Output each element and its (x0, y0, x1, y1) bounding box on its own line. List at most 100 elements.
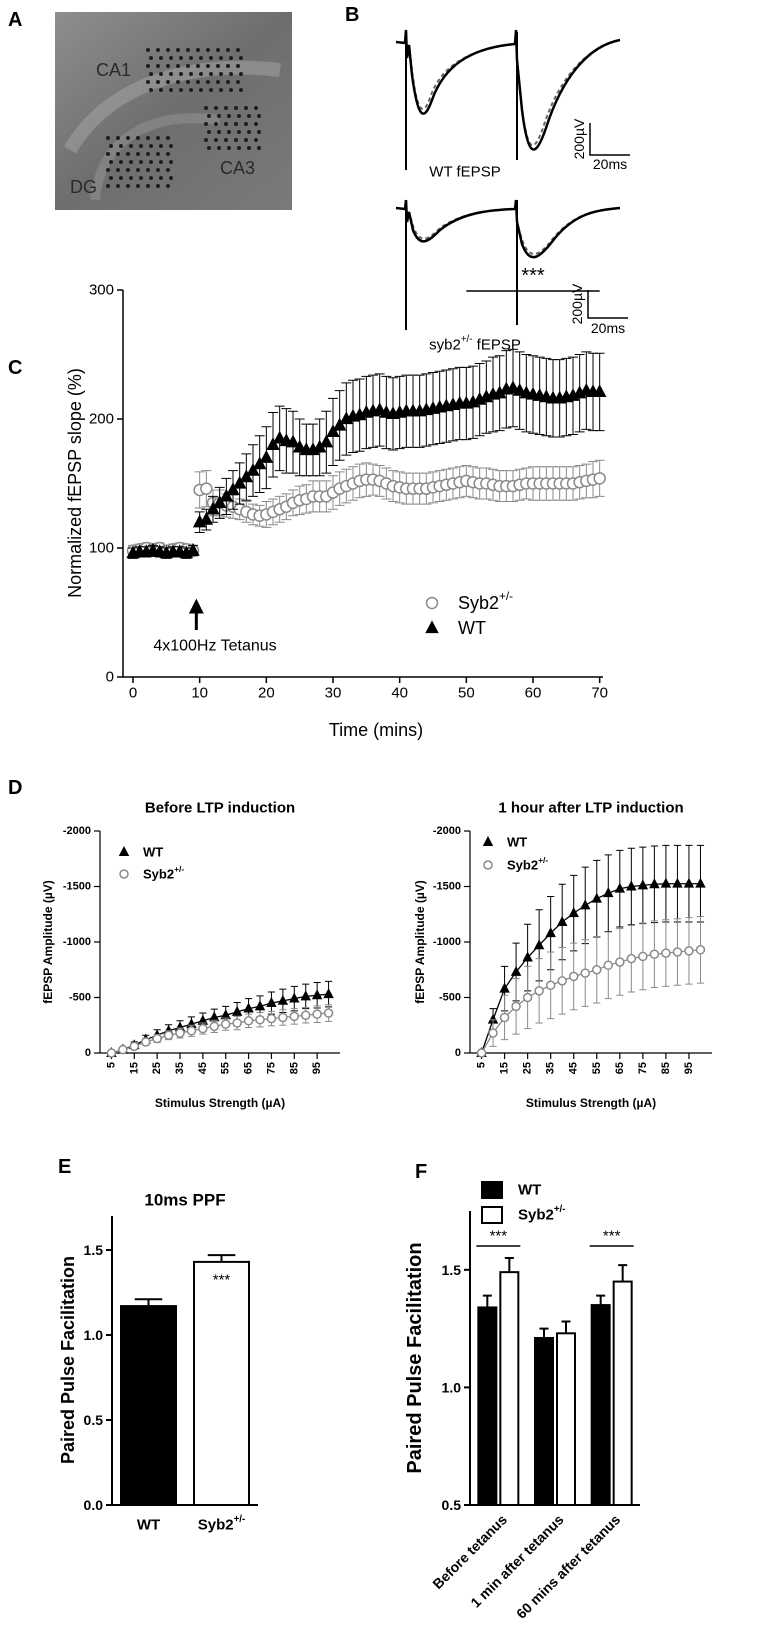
bar (477, 1306, 498, 1506)
marker (593, 472, 606, 485)
marker (209, 1011, 220, 1022)
marker (522, 951, 533, 962)
marker (278, 1012, 288, 1023)
marker (638, 951, 648, 962)
x-axis-title: Time (mins) (329, 720, 423, 740)
marker (312, 1009, 322, 1019)
electrode (116, 136, 120, 140)
marker (266, 997, 277, 1007)
marker (614, 882, 626, 893)
electrode (106, 184, 110, 188)
x-tick-label: 5 (476, 1062, 488, 1068)
electrode (159, 56, 163, 60)
electrode (156, 136, 160, 140)
electrode (109, 176, 113, 180)
marker (660, 877, 672, 888)
marker (603, 887, 614, 898)
bar (499, 1271, 520, 1506)
x-tick-label: 75 (265, 1062, 277, 1074)
error-bar (539, 1327, 549, 1339)
electrode (216, 64, 220, 68)
electrode (237, 130, 241, 134)
x-tick-label: 85 (660, 1062, 672, 1074)
electrode (239, 72, 243, 76)
y-tick-label: -1000 (63, 936, 91, 948)
x-tick-label: 95 (311, 1062, 323, 1074)
marker (106, 1048, 117, 1058)
electrode (139, 176, 143, 180)
electrode (166, 168, 170, 172)
electrode (119, 144, 123, 148)
electrode (257, 130, 261, 134)
electrode (139, 144, 143, 148)
electrode (156, 48, 160, 52)
legend-marker (483, 860, 493, 870)
electrode (224, 106, 228, 110)
y-axis-title: fEPSP Amplitude (µV) (413, 880, 427, 1004)
marker (534, 986, 544, 996)
annotation: 4x100Hz Tetanus (153, 638, 276, 655)
x-tick-label: 1 min after tetanus (467, 1511, 566, 1610)
marker (311, 989, 323, 1000)
electrode (226, 64, 230, 68)
marker (672, 877, 683, 888)
superscript: +/- (499, 590, 513, 603)
x-tick-label: 0 (129, 685, 137, 702)
electrode (204, 138, 208, 142)
marker (243, 1002, 254, 1013)
electrode (209, 72, 213, 76)
y-tick-label: 300 (89, 282, 114, 299)
electrode (219, 72, 223, 76)
marker (323, 1008, 334, 1018)
marker (522, 992, 533, 1003)
marker (695, 877, 706, 888)
electrode (244, 106, 248, 110)
marker (580, 968, 590, 978)
superscript: +/- (461, 334, 473, 345)
electrode (159, 160, 163, 164)
marker (579, 899, 591, 910)
marker (186, 542, 200, 556)
x-tick-label: 65 (614, 1062, 626, 1074)
marker (163, 1030, 174, 1040)
marker (326, 424, 340, 438)
marker (231, 1005, 243, 1016)
electrode (234, 122, 238, 126)
electrode (226, 48, 230, 52)
trace-wt (395, 199, 621, 259)
electrode (239, 88, 243, 92)
electrode (227, 130, 231, 134)
y-tick-label: -1500 (433, 881, 461, 893)
x-tick-label: 60 mins after tetanus (513, 1511, 623, 1621)
marker (372, 402, 387, 416)
marker (637, 879, 649, 890)
electrode (166, 64, 170, 68)
marker (175, 1028, 185, 1038)
marker (206, 501, 220, 515)
legend-label: WT (518, 1182, 541, 1199)
x-tick-label: 85 (288, 1062, 300, 1074)
scale-label: 200µV (571, 118, 587, 159)
electrode (169, 176, 173, 180)
x-tick-label: 45 (197, 1062, 209, 1074)
scale-label: 200µV (569, 283, 585, 324)
electrode (179, 56, 183, 60)
x-tick-label: 65 (243, 1062, 255, 1074)
electrode (166, 48, 170, 52)
marker (506, 380, 520, 394)
marker (603, 960, 614, 971)
electrode (199, 88, 203, 92)
marker (626, 880, 637, 891)
electrode (217, 130, 221, 134)
electrode (166, 152, 170, 156)
panel-label: C (8, 357, 22, 379)
panel-label: B (345, 4, 359, 26)
electrode (244, 138, 248, 142)
marker (199, 511, 214, 525)
y-tick-label: -1000 (433, 936, 461, 948)
marker (220, 1019, 231, 1029)
electrode (236, 80, 240, 84)
electrode (206, 64, 210, 68)
